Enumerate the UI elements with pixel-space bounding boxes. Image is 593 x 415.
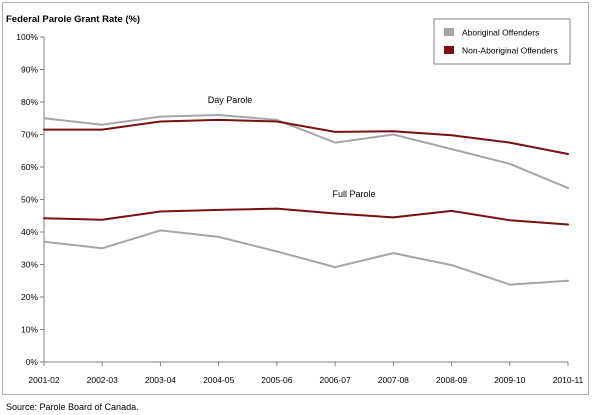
- legend-label: Aboriginal Offenders: [462, 28, 539, 38]
- y-tick-label: 70%: [21, 130, 38, 140]
- x-tick-label: 2010-11: [553, 375, 584, 385]
- x-tick-label: 2008-09: [436, 375, 467, 385]
- chart-title: Federal Parole Grant Rate (%): [6, 14, 141, 25]
- legend-box: [433, 18, 571, 65]
- x-tick-label: 2004-05: [203, 375, 234, 385]
- y-tick-label: 100%: [16, 32, 38, 42]
- annotations: Day Parole Full Parole: [208, 95, 376, 199]
- y-tick-label: 50%: [21, 195, 38, 205]
- series-line-full-parole-aboriginal: [43, 229, 569, 286]
- x-tick-label: 2007-08: [378, 375, 409, 385]
- series-line-day-parole-non-aboriginal: [43, 118, 569, 155]
- x-tick-label: 2009-10: [494, 375, 525, 385]
- x-tick-label: 2006-07: [320, 375, 351, 385]
- series-line-full-parole-non-aboriginal: [43, 207, 569, 226]
- x-tick-label: 2003-04: [145, 375, 176, 385]
- annotation-label: Day Parole: [208, 95, 253, 105]
- y-tick-label: 20%: [21, 292, 38, 302]
- series-lines: [43, 114, 569, 286]
- annotation-label: Full Parole: [332, 189, 375, 199]
- y-tick-label: 80%: [21, 97, 38, 107]
- y-tick-label: 60%: [21, 162, 38, 172]
- y-tick-label: 40%: [21, 227, 38, 237]
- legend: Aboriginal Offenders Non-Aboriginal Offen…: [433, 18, 571, 65]
- x-tick-label: 2005-06: [261, 375, 292, 385]
- chart-frame: [2, 2, 589, 395]
- y-tick-label: 30%: [21, 260, 38, 270]
- source-note: Source: Parole Board of Canada.: [6, 402, 139, 412]
- axes: 0% 10% 20% 30% 40% 50% 60% 70% 80% 90% 100% 2001-02…: [16, 32, 583, 385]
- legend-swatch: [444, 46, 454, 54]
- y-tick-label: 0%: [26, 357, 39, 367]
- y-tick-label: 90%: [21, 65, 38, 75]
- x-tick-label: 2002-03: [87, 375, 118, 385]
- legend-swatch: [444, 28, 454, 36]
- x-tick-label: 2001-02: [28, 375, 59, 385]
- legend-label: Non-Aboriginal Offenders: [462, 46, 558, 56]
- series-line-day-parole-aboriginal: [43, 114, 569, 190]
- y-tick-label: 10%: [21, 325, 38, 335]
